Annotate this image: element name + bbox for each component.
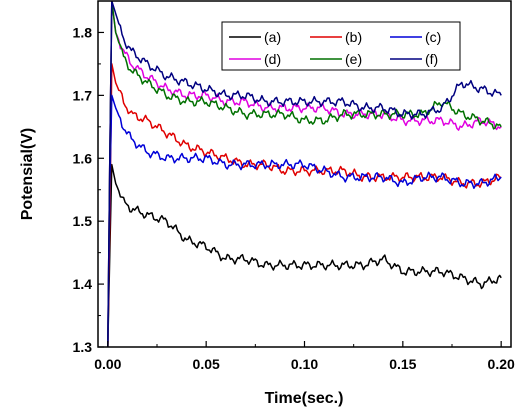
series-line-e <box>107 1 502 347</box>
series-line-b <box>107 63 502 347</box>
series-line-f <box>107 1 502 347</box>
y-tick-label: 1.4 <box>73 276 93 292</box>
y-tick-label: 1.7 <box>73 87 93 103</box>
y-tick-label: 1.3 <box>73 339 93 355</box>
series-line-c <box>107 94 502 347</box>
legend-label: (e) <box>345 51 362 67</box>
x-tick-label: 0.00 <box>94 356 121 372</box>
legend: (a) (b) (c) (d) (e) (f) <box>221 21 461 71</box>
y-tick-label: 1.5 <box>73 213 93 229</box>
y-tick-label: 1.6 <box>73 150 93 166</box>
legend-label: (c) <box>425 29 441 45</box>
legend-label: (b) <box>345 29 362 45</box>
x-tick-label: 0.05 <box>193 356 220 372</box>
x-axis-ticks: 0.00 0.05 0.10 0.15 0.20 <box>94 341 515 372</box>
series-line-d <box>107 1 502 347</box>
x-tick-label: 0.10 <box>291 356 318 372</box>
y-axis-label: Potensial(V) <box>19 128 36 220</box>
series-line-a <box>107 163 502 347</box>
legend-label: (d) <box>264 51 281 67</box>
series-layer <box>107 1 502 347</box>
legend-box <box>221 21 461 71</box>
legend-label: (f) <box>425 51 438 67</box>
y-axis-ticks: 1.3 1.4 1.5 1.6 1.7 1.8 <box>73 24 104 355</box>
legend-label: (a) <box>264 29 281 45</box>
x-tick-label: 0.20 <box>488 356 515 372</box>
y-tick-label: 1.8 <box>73 24 93 40</box>
x-axis-label: Time(sec.) <box>265 390 344 407</box>
x-tick-label: 0.15 <box>389 356 416 372</box>
